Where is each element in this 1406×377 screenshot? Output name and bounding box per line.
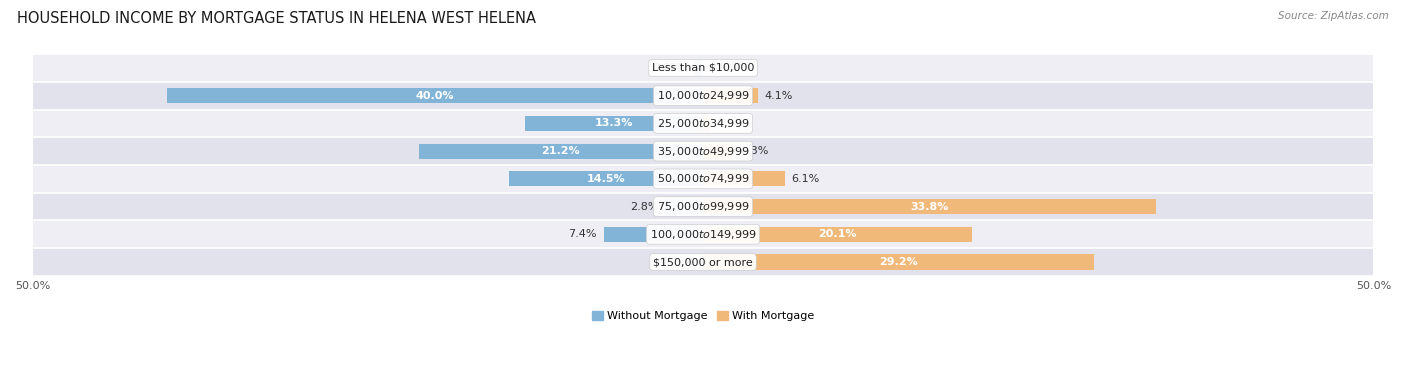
Bar: [703, 144, 734, 159]
Text: 6.1%: 6.1%: [792, 174, 820, 184]
Bar: [603, 227, 703, 242]
Bar: [665, 199, 703, 214]
Text: 0.5%: 0.5%: [717, 118, 745, 129]
Text: 4.1%: 4.1%: [765, 91, 793, 101]
Bar: [703, 199, 1156, 214]
Bar: [703, 88, 758, 103]
Text: 21.2%: 21.2%: [541, 146, 581, 156]
Text: $25,000 to $34,999: $25,000 to $34,999: [657, 117, 749, 130]
Bar: [32, 110, 1374, 137]
Text: 14.5%: 14.5%: [586, 174, 626, 184]
Text: Source: ZipAtlas.com: Source: ZipAtlas.com: [1278, 11, 1389, 21]
Text: 29.2%: 29.2%: [879, 257, 918, 267]
Bar: [32, 82, 1374, 110]
Bar: [703, 171, 785, 187]
Text: 2.8%: 2.8%: [630, 202, 659, 211]
Text: $100,000 to $149,999: $100,000 to $149,999: [650, 228, 756, 241]
Bar: [32, 221, 1374, 248]
Bar: [32, 54, 1374, 82]
Legend: Without Mortgage, With Mortgage: Without Mortgage, With Mortgage: [592, 311, 814, 321]
Text: HOUSEHOLD INCOME BY MORTGAGE STATUS IN HELENA WEST HELENA: HOUSEHOLD INCOME BY MORTGAGE STATUS IN H…: [17, 11, 536, 26]
Text: 13.3%: 13.3%: [595, 118, 633, 129]
Text: 40.0%: 40.0%: [416, 91, 454, 101]
Bar: [695, 60, 703, 75]
Text: $50,000 to $74,999: $50,000 to $74,999: [657, 172, 749, 185]
Text: $35,000 to $49,999: $35,000 to $49,999: [657, 145, 749, 158]
Text: 33.8%: 33.8%: [911, 202, 949, 211]
Text: 0.65%: 0.65%: [652, 63, 688, 73]
Text: 7.4%: 7.4%: [568, 229, 598, 239]
Text: 20.1%: 20.1%: [818, 229, 858, 239]
Bar: [703, 116, 710, 131]
Text: $10,000 to $24,999: $10,000 to $24,999: [657, 89, 749, 102]
Bar: [703, 254, 1094, 270]
Bar: [703, 227, 973, 242]
Bar: [32, 248, 1374, 276]
Bar: [419, 144, 703, 159]
Bar: [167, 88, 703, 103]
Text: 0.09%: 0.09%: [659, 257, 695, 267]
Bar: [32, 137, 1374, 165]
Text: $150,000 or more: $150,000 or more: [654, 257, 752, 267]
Bar: [509, 171, 703, 187]
Bar: [524, 116, 703, 131]
Bar: [32, 165, 1374, 193]
Bar: [32, 193, 1374, 221]
Text: $75,000 to $99,999: $75,000 to $99,999: [657, 200, 749, 213]
Text: 0.0%: 0.0%: [710, 63, 738, 73]
Text: 2.3%: 2.3%: [741, 146, 769, 156]
Text: Less than $10,000: Less than $10,000: [652, 63, 754, 73]
